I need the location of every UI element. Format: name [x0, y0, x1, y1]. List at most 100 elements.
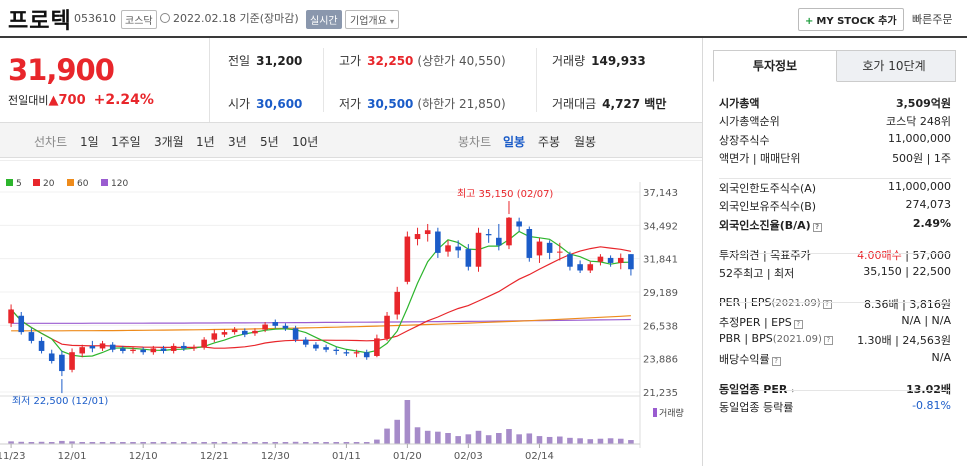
target-price-value: 57,000 [912, 249, 952, 263]
realtime-button[interactable]: 실시간 [306, 10, 342, 29]
tab-monthly[interactable]: 월봉 [574, 135, 597, 149]
range-1y[interactable]: 1년 [196, 135, 215, 149]
foreign-ratio-label-wrap: 외국인소진율(B/A)? [719, 217, 822, 233]
candle-body [130, 349, 136, 351]
range-10y[interactable]: 10년 [292, 135, 319, 149]
quick-order-link[interactable]: 빠른주문 [912, 13, 953, 26]
stock-name: 프로텍 [8, 9, 72, 34]
candle-body [292, 328, 299, 340]
candle-chart[interactable]: 37,143 34,492 31,841 29,189 26,538 23,886 21,2… [0, 159, 702, 466]
tab-weekly[interactable]: 주봉 [538, 135, 561, 149]
tab-daily[interactable]: 일봉 [503, 135, 526, 149]
volume-bar [496, 433, 502, 444]
price-stats: 전일 31,200 시가 30,600 고가 32,250 (상한가 40,550) 저… [210, 38, 702, 122]
volume-bar [292, 441, 299, 444]
info-row: 외국인한도주식수(A) 11,000,000 [719, 178, 951, 196]
low-annotation: 최저 22,500 (12/01) [12, 395, 108, 407]
candle-body [48, 353, 55, 362]
candle-body [28, 332, 35, 341]
candle-body [628, 254, 634, 270]
info-row: 시가총액 3,509억원 [719, 93, 951, 111]
help-icon[interactable]: ? [823, 336, 833, 346]
shares-value: 11,000,000 [888, 131, 951, 145]
cap-rank-label: 시가총액순위 [719, 115, 780, 129]
candle-body [546, 242, 553, 253]
tab-investment-info[interactable]: 투자정보 [713, 50, 837, 82]
candle-body [109, 344, 116, 350]
x-tick-label: 11/23 [0, 451, 25, 462]
candle-body [8, 309, 14, 324]
volume-bar [48, 442, 55, 444]
candle-body [526, 229, 533, 258]
high-annotation: 최고 35,150 (02/07) [457, 188, 553, 200]
range-1w[interactable]: 1주일 [111, 135, 141, 149]
candle-body [353, 352, 360, 354]
volume-bar [404, 400, 411, 444]
shares-label: 상장주식수 [719, 133, 770, 147]
legend-swatch [33, 179, 40, 186]
chevron-down-icon: ▾ [390, 17, 395, 26]
legend-label: 60 [77, 179, 89, 189]
divider [719, 178, 951, 179]
foreign-ratio-value: 2.49% [912, 216, 951, 230]
stat-upper-limit: (상한가 40,550) [417, 54, 506, 68]
line-chart-label[interactable]: 선차트 [34, 135, 68, 149]
volume-bar [353, 442, 360, 444]
candle-body [38, 340, 45, 351]
ma-20-line [10, 246, 632, 349]
help-icon[interactable]: ? [793, 319, 803, 329]
range-3m[interactable]: 3개월 [154, 135, 184, 149]
y-tick-label: 34,492 [643, 221, 678, 232]
volume-bar [140, 442, 146, 444]
volume-bar [516, 434, 522, 444]
volume-bar [69, 441, 75, 444]
x-tick-label: 12/30 [261, 451, 290, 462]
volume-bar [252, 442, 258, 444]
sector-rate-label: 동일업종 등락률 [719, 401, 794, 415]
candle-chart-label[interactable]: 봉차트 [458, 135, 492, 149]
y-tick-label: 37,143 [643, 188, 678, 199]
volume-bar [160, 442, 167, 444]
range-1d[interactable]: 1일 [80, 135, 99, 149]
info-row: 동일업종 등락률 -0.81% [719, 397, 951, 415]
range-3y[interactable]: 3년 [228, 135, 247, 149]
company-overview-dropdown[interactable]: 기업개요 ▾ [345, 10, 400, 29]
w52-low-value: 22,500 [912, 265, 952, 279]
volume-bar [587, 439, 594, 444]
help-icon[interactable]: ? [771, 356, 781, 366]
volume-bar [607, 438, 614, 444]
stat-amount-value: 4,727 백만 [602, 97, 667, 111]
candle-body [384, 315, 390, 339]
volume-bar [150, 442, 157, 444]
volume-bar [89, 442, 96, 444]
candle-body [140, 349, 146, 353]
legend-label: 5 [16, 179, 22, 189]
w52-high-value: 35,150 [863, 265, 902, 279]
volume-legend-label: 거래량 [659, 407, 684, 419]
stat-lower-limit: (하한가 21,850) [417, 97, 506, 111]
candle-body [323, 347, 329, 350]
stat-open-value: 30,600 [256, 97, 303, 111]
my-stock-add-button[interactable]: + MY STOCK 추가 [798, 8, 904, 31]
volume-bar [384, 428, 390, 444]
par-value: 500원 | 1주 [892, 151, 951, 165]
volume-bar [567, 437, 573, 444]
sector-per-label-wrap[interactable]: 동일업종 PER › [719, 381, 795, 397]
pbr-label: PBR | BPS [719, 332, 773, 346]
help-icon[interactable]: ? [812, 222, 822, 232]
range-5y[interactable]: 5년 [260, 135, 279, 149]
volume-bar [536, 436, 543, 444]
current-price: 31,900 [8, 53, 115, 87]
info-row: 52주최고 | 최저 35,150 | 22,500 [719, 263, 951, 281]
est-per-value: N/A [901, 313, 921, 327]
help-icon[interactable]: ? [822, 299, 832, 309]
volume-bar [465, 434, 472, 444]
pbr-values: 1.30배 | 24,563원 [857, 334, 951, 348]
y-tick-label: 26,538 [643, 321, 678, 332]
plus-icon: + [805, 16, 814, 27]
foreign-limit-label: 외국인한도주식수(A) [719, 182, 817, 196]
legend-label: 120 [111, 179, 128, 189]
candle-body [120, 348, 126, 351]
tab-order-book[interactable]: 호가 10단계 [832, 50, 956, 82]
